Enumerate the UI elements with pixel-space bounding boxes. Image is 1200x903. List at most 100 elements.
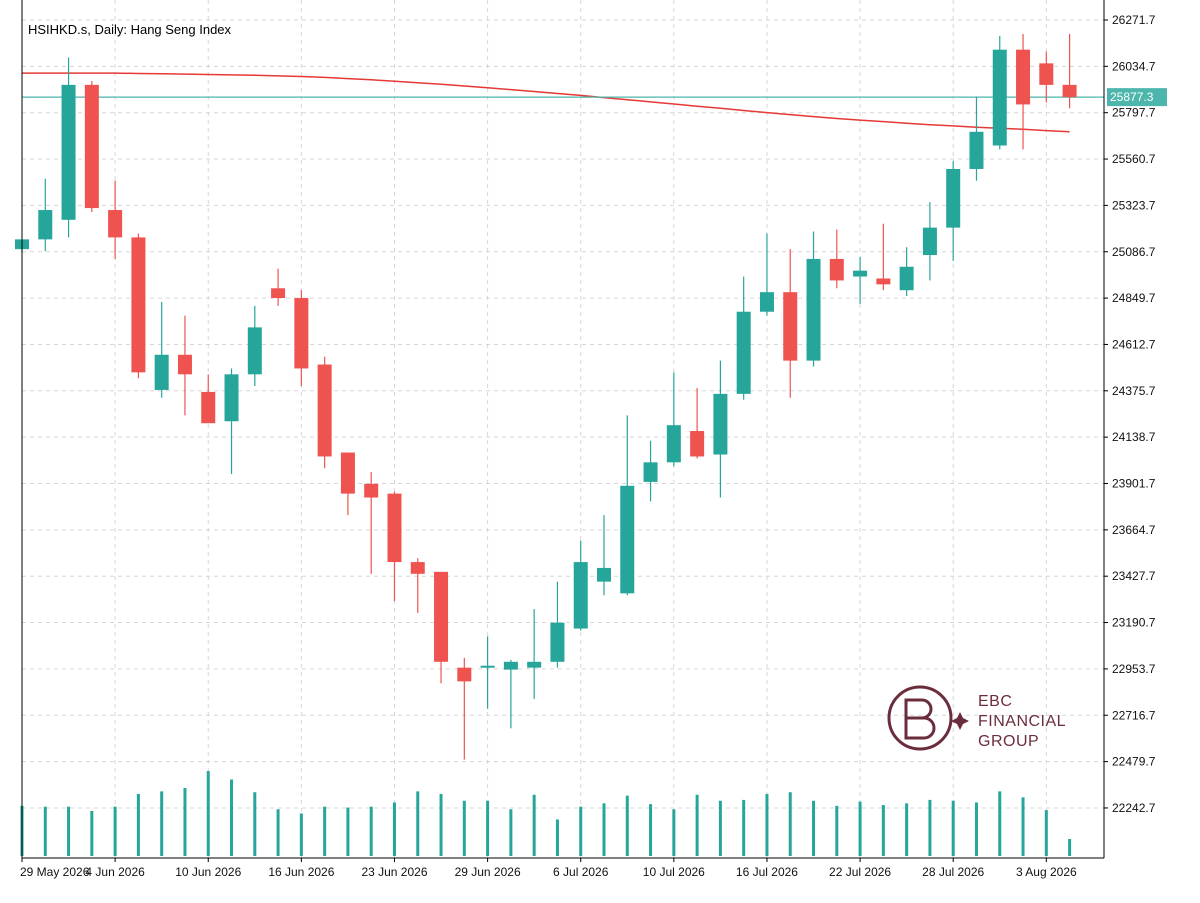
candle-body	[317, 364, 332, 457]
current-price-label: 25877.3	[1107, 88, 1167, 107]
y-tick-label: 26271.7	[1112, 13, 1156, 27]
candle-body	[527, 661, 542, 668]
candle-body	[364, 483, 379, 498]
candle-body	[201, 391, 216, 424]
bear-candle	[457, 657, 472, 760]
candle-body	[108, 210, 123, 238]
bull-candle	[573, 540, 588, 631]
candle-body	[61, 84, 76, 220]
bull-candle	[480, 636, 495, 709]
bull-candle	[853, 256, 868, 304]
candle-body	[38, 210, 53, 240]
candle-body	[806, 258, 821, 361]
y-tick-label: 24375.7	[1112, 384, 1156, 398]
bear-candle	[294, 290, 309, 387]
bull-candle	[597, 515, 611, 596]
y-tick-label: 23190.7	[1112, 616, 1156, 630]
bear-candle	[271, 268, 286, 306]
candle-body	[294, 298, 309, 369]
bear-candle	[317, 356, 332, 469]
x-tick-label: 16 Jul 2026	[736, 865, 798, 879]
y-tick-label: 22479.7	[1112, 755, 1156, 769]
bull-candle	[643, 440, 658, 502]
bull-candle	[154, 301, 169, 398]
bear-candle	[131, 233, 146, 379]
bull-candle	[806, 231, 821, 367]
y-tick-label: 22242.7	[1112, 801, 1156, 815]
chart-title: HSIHKD.s, Daily: Hang Seng Index	[28, 22, 232, 37]
y-tick-labels: 26271.7 26034.7 25797.7 25560.7 25323.7 25086…	[1104, 13, 1156, 815]
x-tick-label: 28 Jul 2026	[922, 865, 984, 879]
candle-body	[690, 431, 705, 457]
logo-line1: EBC	[978, 693, 1012, 710]
candle-body	[1062, 84, 1077, 98]
candle-body	[876, 278, 891, 285]
y-tick-label: 24612.7	[1112, 337, 1156, 351]
x-tick-label: 10 Jun 2026	[175, 865, 241, 879]
y-tick-label: 26034.7	[1112, 59, 1156, 73]
candle-body	[1039, 63, 1054, 85]
y-tick-label: 25560.7	[1112, 152, 1156, 166]
bull-candle	[666, 372, 681, 467]
bull-candle	[247, 305, 262, 387]
logo-star-icon	[951, 712, 969, 730]
candle-body	[247, 327, 262, 375]
bear-candle	[364, 472, 379, 574]
bear-candle	[876, 223, 891, 291]
candle-body	[759, 292, 774, 312]
x-tick-label: 23 Jun 2026	[361, 865, 427, 879]
candle-body	[736, 311, 751, 394]
y-tick-label: 24138.7	[1112, 430, 1156, 444]
y-tick-label: 23901.7	[1112, 477, 1156, 491]
bull-candle	[736, 276, 751, 400]
bear-candle	[434, 571, 449, 684]
ebc-logo: EBC FINANCIAL GROUP	[887, 685, 1066, 751]
candle-body	[1016, 49, 1031, 105]
bull-candle	[946, 161, 961, 261]
candle-body	[829, 258, 844, 281]
bull-candle	[550, 581, 565, 668]
y-tick-label: 22716.7	[1112, 708, 1156, 722]
candle-body	[899, 266, 914, 291]
bear-candle	[201, 374, 216, 424]
candle-body	[387, 493, 402, 563]
candle-body	[84, 84, 99, 209]
candle-body	[550, 622, 565, 662]
logo-line3: GROUP	[978, 733, 1039, 750]
bull-candle	[922, 202, 937, 281]
bear-candle	[177, 315, 192, 416]
candle-body	[573, 562, 588, 629]
y-tick-label: 25323.7	[1112, 198, 1156, 212]
bull-candle	[899, 247, 914, 297]
bear-candle	[340, 452, 355, 516]
candle-body	[783, 292, 798, 361]
candle-body	[154, 354, 169, 390]
grid-lines	[21, 0, 1104, 858]
candle-body	[853, 270, 868, 277]
x-tick-label: 29 May 2026	[20, 865, 90, 879]
candle-body	[946, 168, 961, 228]
candle-body	[922, 227, 937, 256]
bull-candle	[224, 368, 239, 475]
price-label-value: 25877.3	[1110, 90, 1154, 104]
x-tick-label: 3 Aug 2026	[1016, 865, 1077, 879]
y-tick-label: 24849.7	[1112, 291, 1156, 305]
y-tick-label: 23664.7	[1112, 523, 1156, 537]
bear-candle	[1062, 34, 1077, 109]
candle-body	[969, 131, 984, 169]
bull-candle	[527, 608, 542, 699]
candle-body	[131, 237, 146, 373]
candle-body	[224, 374, 239, 422]
bull-candle	[61, 57, 76, 238]
price-label-box	[1107, 88, 1167, 107]
bear-candle	[1016, 34, 1031, 150]
candle-body	[643, 462, 658, 482]
x-tick-label: 22 Jul 2026	[829, 865, 891, 879]
logo-ring-icon	[887, 685, 953, 751]
y-tick-label: 22953.7	[1112, 662, 1156, 676]
bear-candle	[84, 80, 99, 212]
y-tick-label: 23427.7	[1112, 569, 1156, 583]
candle-body	[457, 667, 472, 682]
